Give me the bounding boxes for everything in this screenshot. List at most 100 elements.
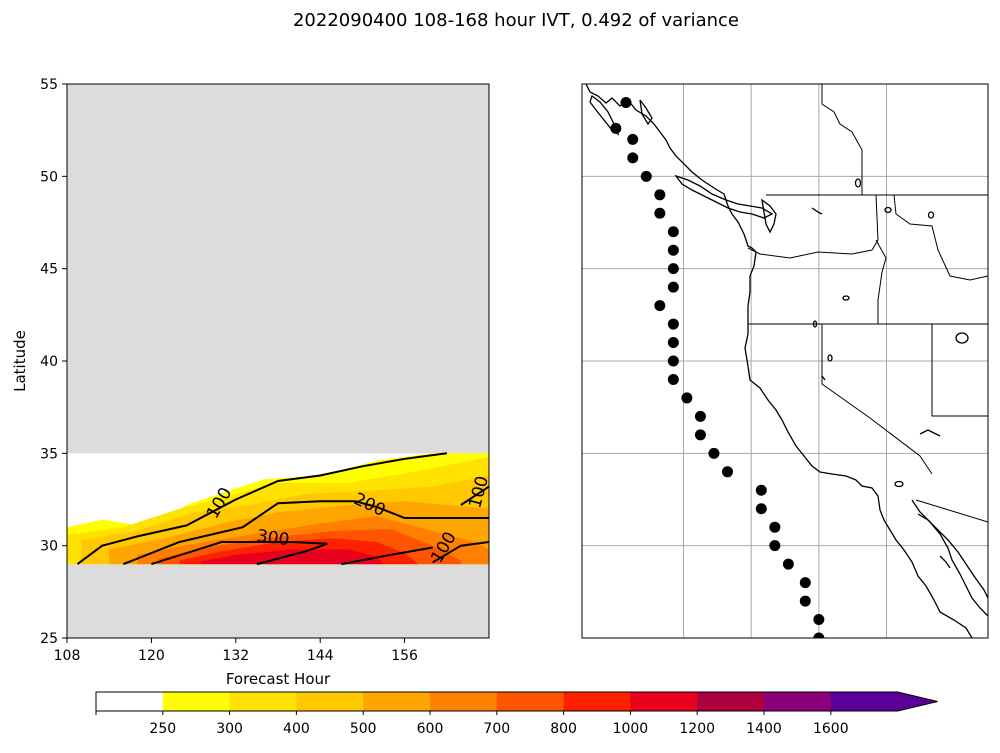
colorbar-tick-label: 700 [483,721,510,737]
map-point [782,558,794,570]
x-tick-label: 132 [222,648,249,664]
colorbar-extend-arrow [897,692,938,711]
contour-line [76,452,447,565]
colorbar-segment [630,692,698,711]
map-gridlines [582,84,988,638]
coastline [585,84,973,638]
map-point [667,226,679,238]
colorbar-tick-label: 250 [149,721,176,737]
colorbar-segment [296,692,364,711]
map-point [799,595,811,607]
map-point [654,300,666,312]
lake-outline [927,211,935,219]
colorbar-tick-label: 1200 [679,721,715,737]
contour-line [122,500,489,566]
sound-outline [761,198,777,234]
us-mexico-border [915,499,988,523]
map-point [813,632,825,638]
contour-line [151,541,328,566]
map-point [769,540,781,552]
map-point [654,189,666,201]
colorbar-tick-label: 400 [283,721,310,737]
map-point [667,337,679,349]
colorbar-segment [563,692,631,711]
contour-line [341,546,433,566]
lake-outline [884,206,892,214]
y-tick-label: 40 [40,354,58,370]
state-border [821,84,863,195]
map-frame [581,83,989,639]
map-point [627,133,639,145]
colorbar-segment [363,692,431,711]
x-tick-label: 108 [54,648,81,664]
lake-outline [854,178,862,188]
lake-outline [842,295,850,301]
lake-outline [894,480,904,488]
map-point [721,466,733,478]
map-borders [747,84,988,523]
map-point [708,447,720,459]
y-tick-label: 50 [40,169,58,185]
colorbar-segment [830,692,899,711]
colorbar-segment [96,692,164,711]
contour-label: 300 [256,526,291,550]
figure-title: 2022090400 108-168 hour IVT, 0.492 of va… [293,10,739,31]
map-point [681,392,693,404]
colorbar-segment [430,692,498,711]
colorbar-tick-label: 500 [350,721,377,737]
island-outline [674,174,774,219]
state-border [875,239,887,324]
x-tick-label: 144 [307,648,334,664]
colorbar-outline [95,691,938,712]
y-axis-label: Latitude [11,330,29,392]
y-tick-label: 30 [40,539,58,555]
map-point [667,355,679,367]
lake-outline [827,354,833,362]
y-tick-label: 25 [40,631,58,647]
colorbar-segment [764,692,832,711]
y-tick-label: 55 [40,77,58,93]
map-point [654,207,666,219]
state-border [931,324,988,417]
lake-outline [939,555,951,569]
map-point [667,281,679,293]
lake-outline [955,332,969,344]
map-point [667,373,679,385]
map-point [610,122,622,134]
y-tick-label: 35 [40,446,58,462]
colorbar-tick-label: 300 [216,721,243,737]
map-point [667,263,679,275]
contour-line [432,541,490,564]
lake-outline [811,207,823,215]
map-panel [581,83,989,639]
island-outline [639,99,653,126]
left-axes: 108 120 132 144 156 25 30 35 40 45 50 55 [40,77,418,664]
map-point [620,96,632,108]
y-tick-label: 45 [40,262,58,278]
x-tick-label: 120 [138,648,165,664]
map-coastlines [585,84,988,638]
colorbar-segment [229,692,297,711]
map-point [667,318,679,330]
map-point [667,244,679,256]
contour-line [460,485,490,506]
map-point-markers [610,96,825,638]
x-tick-label: 156 [391,648,418,664]
map-point [627,152,639,164]
lake-outline [919,429,941,437]
map-point [769,521,781,533]
ivt-fill-level [200,549,384,565]
colorbar-segment [496,692,565,711]
state-border [821,324,933,475]
colorbar-tick-label: 600 [417,721,444,737]
map-point [755,484,767,496]
map-point [694,410,706,422]
x-axis-label: Forecast Hour [226,670,331,688]
state-border [893,194,988,281]
colorbar-tick-label: 1600 [813,721,849,737]
colorbar-segment [162,692,231,711]
colorbar-segment [697,692,765,711]
